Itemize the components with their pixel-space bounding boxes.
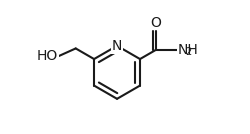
Text: O: O (151, 16, 162, 30)
Text: NH: NH (178, 43, 199, 57)
Text: HO: HO (37, 49, 58, 63)
Text: 2: 2 (185, 47, 192, 57)
Text: N: N (112, 39, 122, 53)
